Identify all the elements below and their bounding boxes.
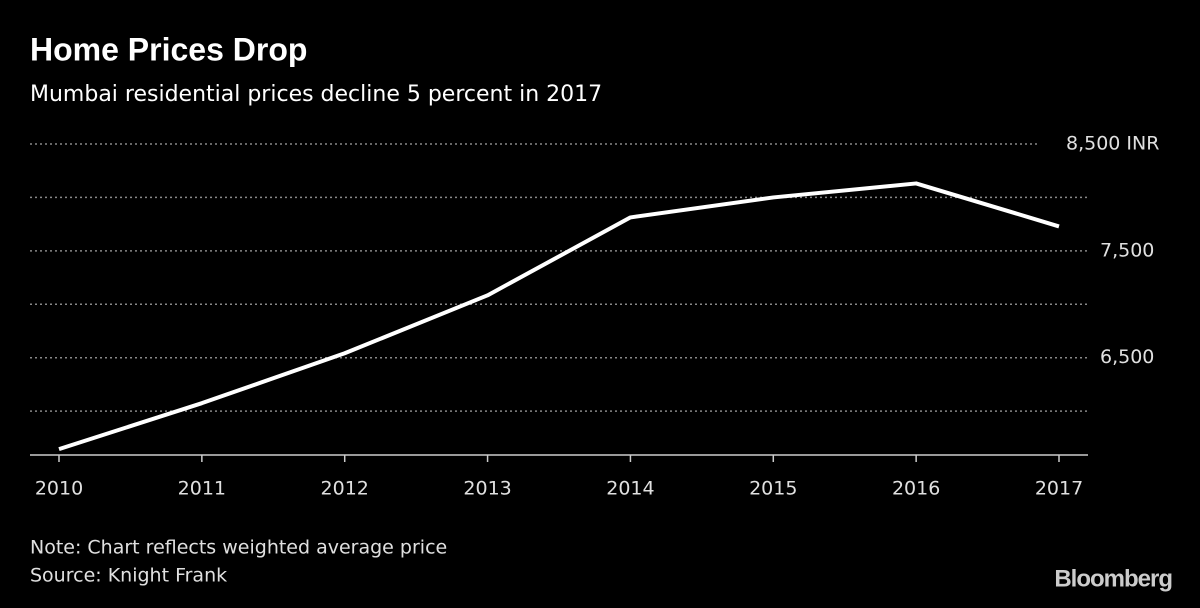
x-tick-label: 2010 — [35, 478, 83, 500]
x-tick-label: 2012 — [321, 478, 369, 500]
brand-logo: Bloomberg — [1054, 565, 1172, 592]
x-tick-label: 2013 — [463, 478, 511, 500]
x-tick-label: 2014 — [606, 478, 654, 500]
line — [58, 181, 1060, 452]
x-tick-label: 2016 — [892, 478, 940, 500]
y-tick-label: 7,500 — [1100, 239, 1154, 261]
chart-subtitle: Mumbai residential prices decline 5 perc… — [30, 82, 602, 107]
x-tick-label: 2015 — [749, 478, 797, 500]
y-tick-label: 8,500 INR — [1066, 133, 1159, 155]
note: Note: Chart reflects weighted average pr… — [30, 537, 447, 559]
chart-title: Home Prices Drop — [30, 31, 307, 67]
x-tick-label: 2011 — [178, 478, 226, 500]
source: Source: Knight Frank — [30, 565, 227, 587]
x-tick-label: 2017 — [1035, 478, 1083, 500]
y-tick-label: 6,500 — [1100, 346, 1154, 368]
